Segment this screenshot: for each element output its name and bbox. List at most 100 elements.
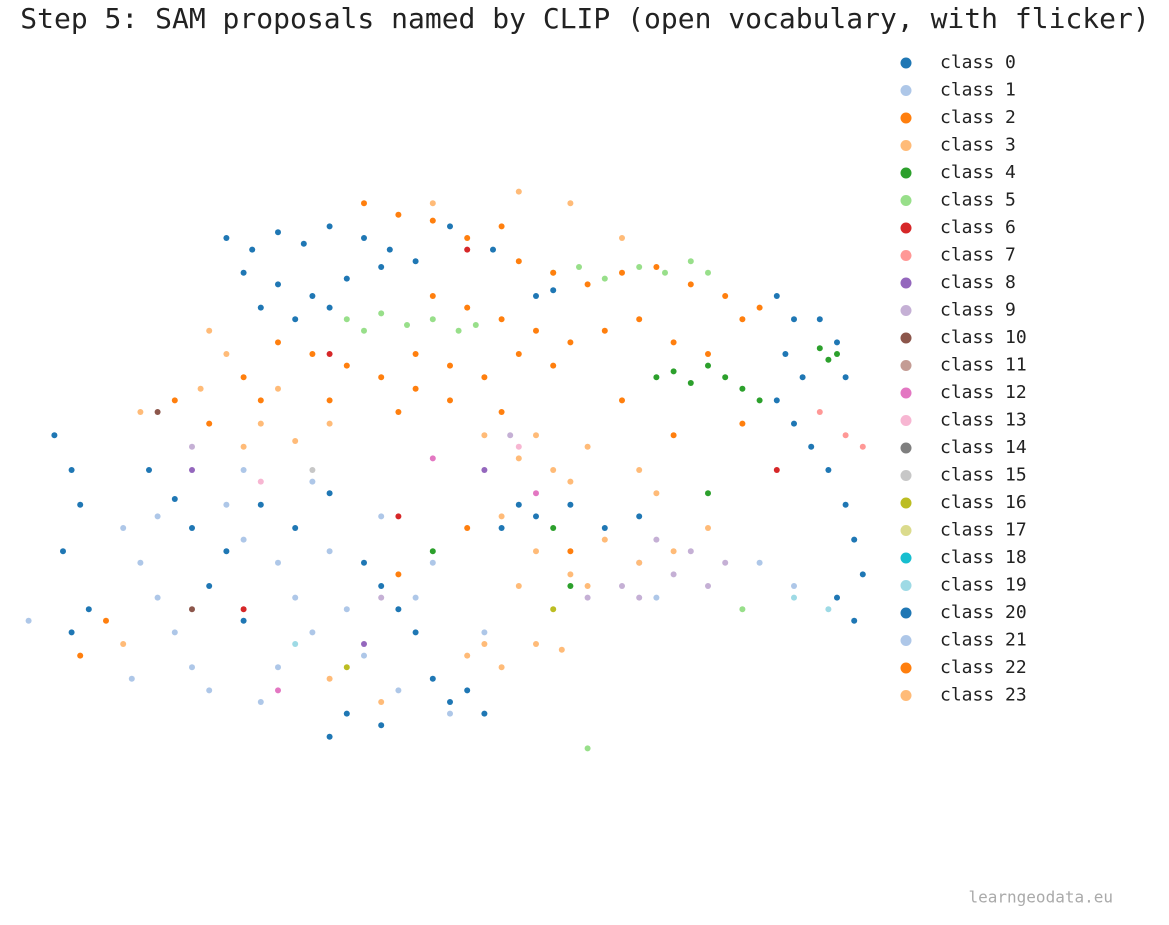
point bbox=[395, 606, 402, 613]
point bbox=[791, 594, 797, 601]
point bbox=[498, 513, 505, 520]
point bbox=[292, 525, 299, 531]
point bbox=[464, 235, 471, 241]
point bbox=[533, 641, 539, 647]
point bbox=[189, 443, 195, 450]
point bbox=[171, 397, 178, 404]
point bbox=[447, 710, 453, 717]
point bbox=[472, 322, 479, 328]
point bbox=[601, 536, 608, 543]
point bbox=[464, 304, 471, 311]
legend-label: class 13 bbox=[940, 410, 1027, 431]
point bbox=[550, 362, 557, 369]
point bbox=[550, 606, 557, 613]
point bbox=[791, 420, 797, 427]
legend-label: class 3 bbox=[940, 135, 1016, 156]
point bbox=[791, 583, 797, 589]
legend-label: class 14 bbox=[940, 437, 1027, 458]
legend-label: class 23 bbox=[940, 685, 1027, 706]
point bbox=[636, 264, 643, 270]
point bbox=[309, 351, 316, 357]
point bbox=[567, 501, 574, 508]
point bbox=[378, 310, 385, 317]
point bbox=[171, 629, 178, 636]
point bbox=[189, 525, 195, 531]
point bbox=[842, 432, 849, 439]
point bbox=[395, 687, 402, 694]
point bbox=[309, 629, 316, 636]
legend-marker bbox=[900, 305, 912, 316]
point bbox=[223, 501, 230, 508]
point bbox=[275, 385, 281, 392]
point bbox=[670, 368, 677, 375]
point bbox=[412, 594, 419, 601]
chart-title: Step 5: SAM proposals named by CLIP (ope… bbox=[20, 2, 1149, 35]
point bbox=[326, 223, 333, 230]
point bbox=[481, 374, 488, 381]
point bbox=[309, 478, 316, 485]
point bbox=[206, 583, 213, 589]
point bbox=[722, 374, 729, 381]
point bbox=[206, 420, 213, 427]
point bbox=[189, 606, 195, 613]
legend-label: class 19 bbox=[940, 575, 1027, 596]
point bbox=[636, 594, 643, 601]
point bbox=[498, 664, 505, 671]
point bbox=[257, 699, 264, 705]
point bbox=[722, 559, 729, 566]
point bbox=[791, 316, 797, 323]
point bbox=[171, 496, 178, 502]
point bbox=[705, 583, 711, 589]
point bbox=[455, 327, 462, 334]
point bbox=[773, 397, 780, 404]
point bbox=[275, 687, 281, 694]
point bbox=[533, 490, 539, 497]
point bbox=[636, 513, 643, 520]
point bbox=[739, 606, 746, 613]
point bbox=[292, 594, 299, 601]
legend-marker bbox=[900, 607, 912, 619]
point bbox=[404, 322, 410, 328]
point bbox=[137, 559, 144, 566]
point bbox=[68, 629, 75, 636]
point bbox=[343, 362, 350, 369]
point bbox=[584, 443, 591, 450]
point bbox=[842, 501, 849, 508]
point bbox=[361, 652, 367, 659]
point bbox=[309, 293, 316, 299]
point bbox=[378, 264, 385, 270]
point bbox=[533, 327, 539, 334]
legend-label: class 16 bbox=[940, 492, 1027, 513]
point bbox=[275, 339, 281, 346]
point bbox=[292, 438, 299, 444]
point bbox=[816, 345, 823, 352]
point bbox=[77, 652, 84, 659]
point bbox=[739, 385, 746, 392]
point bbox=[395, 513, 402, 520]
point bbox=[567, 583, 574, 589]
legend-marker bbox=[900, 497, 912, 509]
point bbox=[257, 420, 264, 427]
legend-marker bbox=[900, 662, 912, 674]
point bbox=[429, 548, 436, 555]
point bbox=[275, 664, 281, 671]
legend-label: class 11 bbox=[940, 355, 1027, 376]
legend-marker bbox=[900, 387, 912, 399]
point bbox=[395, 211, 402, 218]
legend-marker bbox=[900, 580, 912, 591]
point bbox=[662, 269, 668, 276]
point bbox=[275, 559, 281, 566]
point bbox=[85, 606, 92, 613]
point bbox=[722, 293, 729, 299]
point bbox=[481, 467, 488, 473]
point bbox=[533, 293, 539, 299]
legend-marker bbox=[900, 112, 912, 124]
point bbox=[378, 722, 385, 729]
point bbox=[825, 356, 832, 363]
point bbox=[584, 745, 591, 752]
point bbox=[464, 246, 471, 253]
point bbox=[550, 467, 557, 473]
point bbox=[584, 594, 591, 601]
point bbox=[601, 327, 608, 334]
